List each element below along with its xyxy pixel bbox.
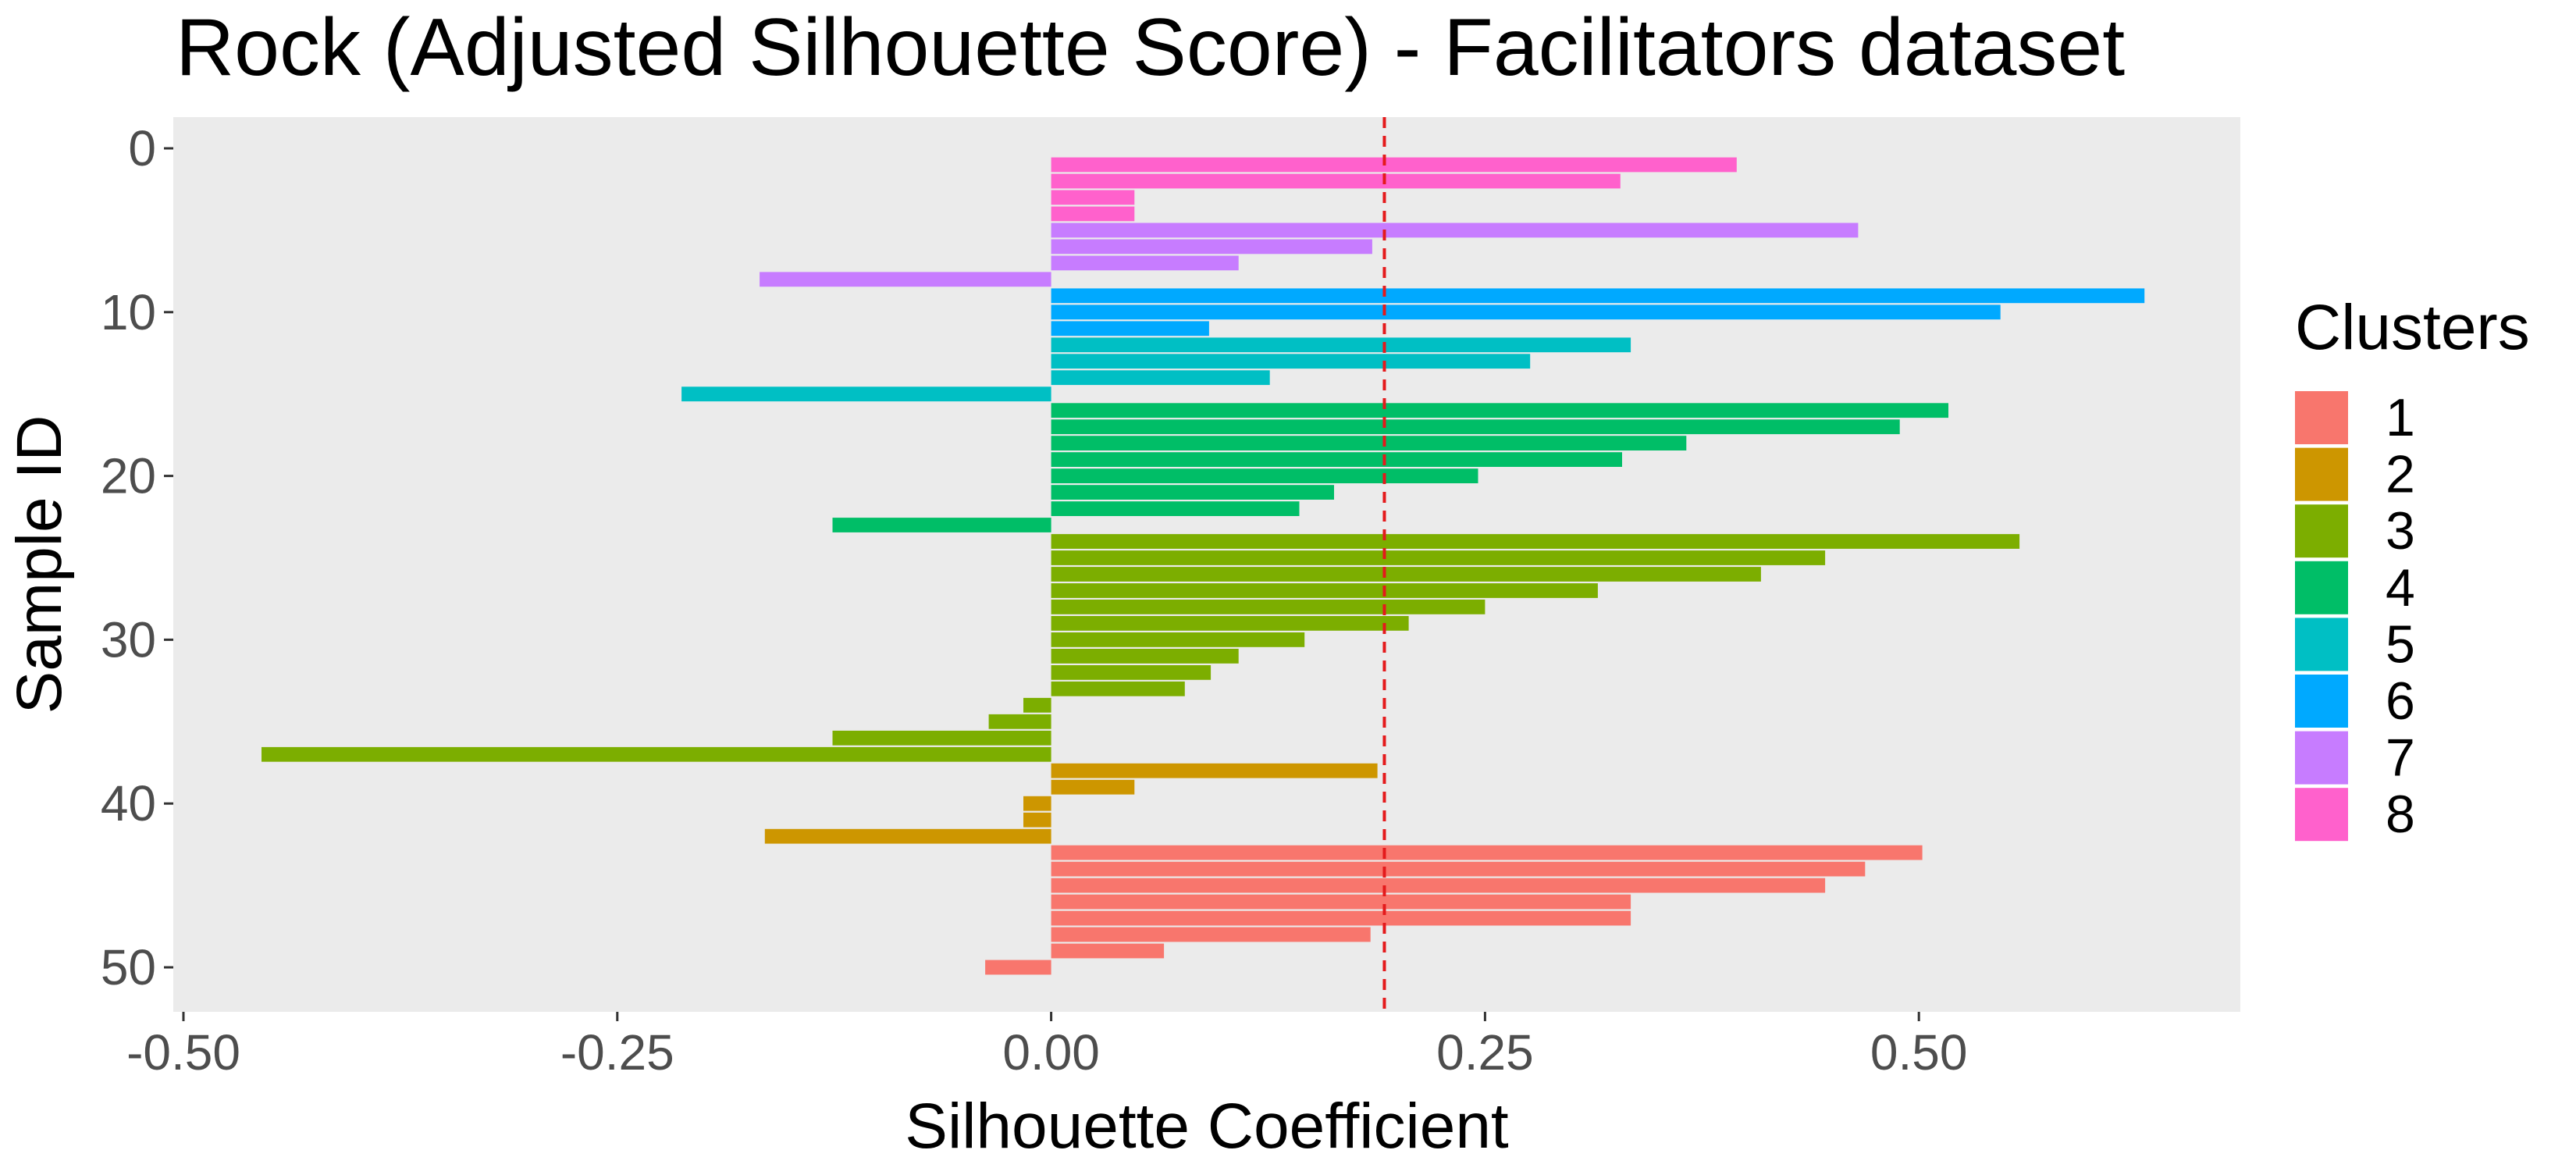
bar-sample-2 <box>1051 173 1621 189</box>
legend-swatch-2 <box>2295 447 2348 501</box>
legend-label-5: 5 <box>2386 614 2415 674</box>
bars-layer <box>262 157 2145 975</box>
bar-sample-36 <box>832 730 1051 746</box>
y-tick-label: 10 <box>101 284 156 340</box>
bar-sample-50 <box>985 960 1051 975</box>
bar-sample-48 <box>1051 927 1371 942</box>
bar-sample-6 <box>1051 239 1372 255</box>
bar-sample-23 <box>832 518 1051 532</box>
bar-sample-1 <box>1051 157 1737 173</box>
legend-swatch-3 <box>2295 504 2348 558</box>
bar-sample-37 <box>262 746 1051 762</box>
bar-sample-40 <box>1023 796 1051 811</box>
legend-title: Clusters <box>2295 292 2530 363</box>
bar-sample-27 <box>1051 583 1598 598</box>
bar-sample-28 <box>1051 600 1485 614</box>
x-axis: -0.50 -0.25 0.00 0.25 0.50 <box>126 1012 1967 1081</box>
bar-sample-41 <box>1023 812 1051 828</box>
bar-sample-35 <box>988 714 1051 729</box>
bar-sample-32 <box>1051 665 1212 680</box>
bar-sample-5 <box>1051 223 1859 238</box>
x-axis-label: Silhouette Coefficient <box>905 1091 1509 1162</box>
bar-sample-34 <box>1023 697 1051 713</box>
bar-sample-13 <box>1051 354 1531 369</box>
chart-title: Rock (Adjusted Silhouette Score) - Facil… <box>176 2 2125 93</box>
x-tick-label: -0.50 <box>126 1024 240 1081</box>
legend-label-1: 1 <box>2386 388 2415 447</box>
bar-sample-21 <box>1051 485 1334 500</box>
legend-swatch-7 <box>2295 731 2348 785</box>
legend-swatch-5 <box>2295 618 2348 671</box>
bar-sample-46 <box>1051 894 1631 910</box>
bar-sample-24 <box>1051 534 2020 549</box>
x-tick-label: 0.25 <box>1436 1024 1534 1081</box>
x-tick-label: 0.00 <box>1002 1024 1100 1081</box>
bar-sample-15 <box>681 386 1051 402</box>
bar-sample-49 <box>1051 943 1165 959</box>
bar-sample-18 <box>1051 436 1687 450</box>
bar-sample-9 <box>1051 288 2145 304</box>
legend-swatch-8 <box>2295 788 2348 842</box>
bar-sample-43 <box>1051 845 1923 860</box>
legend-label-8: 8 <box>2386 785 2415 844</box>
bar-sample-38 <box>1051 763 1378 778</box>
legend-label-2: 2 <box>2386 445 2415 504</box>
bar-sample-31 <box>1051 649 1239 664</box>
legend-swatch-1 <box>2295 391 2348 444</box>
y-tick-label: 30 <box>101 611 156 668</box>
bar-sample-39 <box>1051 779 1135 795</box>
y-axis-label: Sample ID <box>4 415 75 714</box>
y-tick-label: 40 <box>101 775 156 831</box>
bar-sample-19 <box>1051 452 1622 467</box>
bar-sample-33 <box>1051 681 1185 696</box>
bar-sample-12 <box>1051 337 1631 353</box>
bar-sample-10 <box>1051 304 2001 320</box>
legend-label-7: 7 <box>2386 728 2415 788</box>
legend-label-6: 6 <box>2386 671 2415 731</box>
y-axis: 0 10 20 30 40 50 <box>101 120 173 995</box>
bar-sample-20 <box>1051 468 1478 483</box>
bar-sample-11 <box>1051 321 1209 336</box>
bar-sample-4 <box>1051 206 1135 222</box>
x-tick-label: -0.25 <box>560 1024 674 1081</box>
bar-sample-47 <box>1051 910 1631 926</box>
bar-sample-14 <box>1051 370 1270 386</box>
x-tick-label: 0.50 <box>1870 1024 1968 1081</box>
bar-sample-3 <box>1051 190 1135 205</box>
bar-sample-8 <box>760 272 1051 287</box>
legend-swatch-4 <box>2295 561 2348 614</box>
bar-sample-26 <box>1051 567 1761 582</box>
bar-sample-30 <box>1051 632 1305 647</box>
bar-sample-16 <box>1051 403 1948 418</box>
legend-label-4: 4 <box>2386 558 2415 618</box>
y-tick-label: 0 <box>128 120 156 176</box>
legend-label-3: 3 <box>2386 501 2415 561</box>
bar-sample-29 <box>1051 616 1409 631</box>
bar-sample-25 <box>1051 550 1826 565</box>
bar-sample-44 <box>1051 861 1866 877</box>
bar-sample-22 <box>1051 501 1300 516</box>
y-tick-label: 50 <box>101 939 156 995</box>
bar-sample-17 <box>1051 419 1900 435</box>
y-tick-label: 20 <box>101 448 156 504</box>
legend-swatch-6 <box>2295 675 2348 728</box>
bar-sample-7 <box>1051 255 1239 271</box>
bar-sample-45 <box>1051 878 1826 893</box>
bar-sample-42 <box>764 828 1051 844</box>
